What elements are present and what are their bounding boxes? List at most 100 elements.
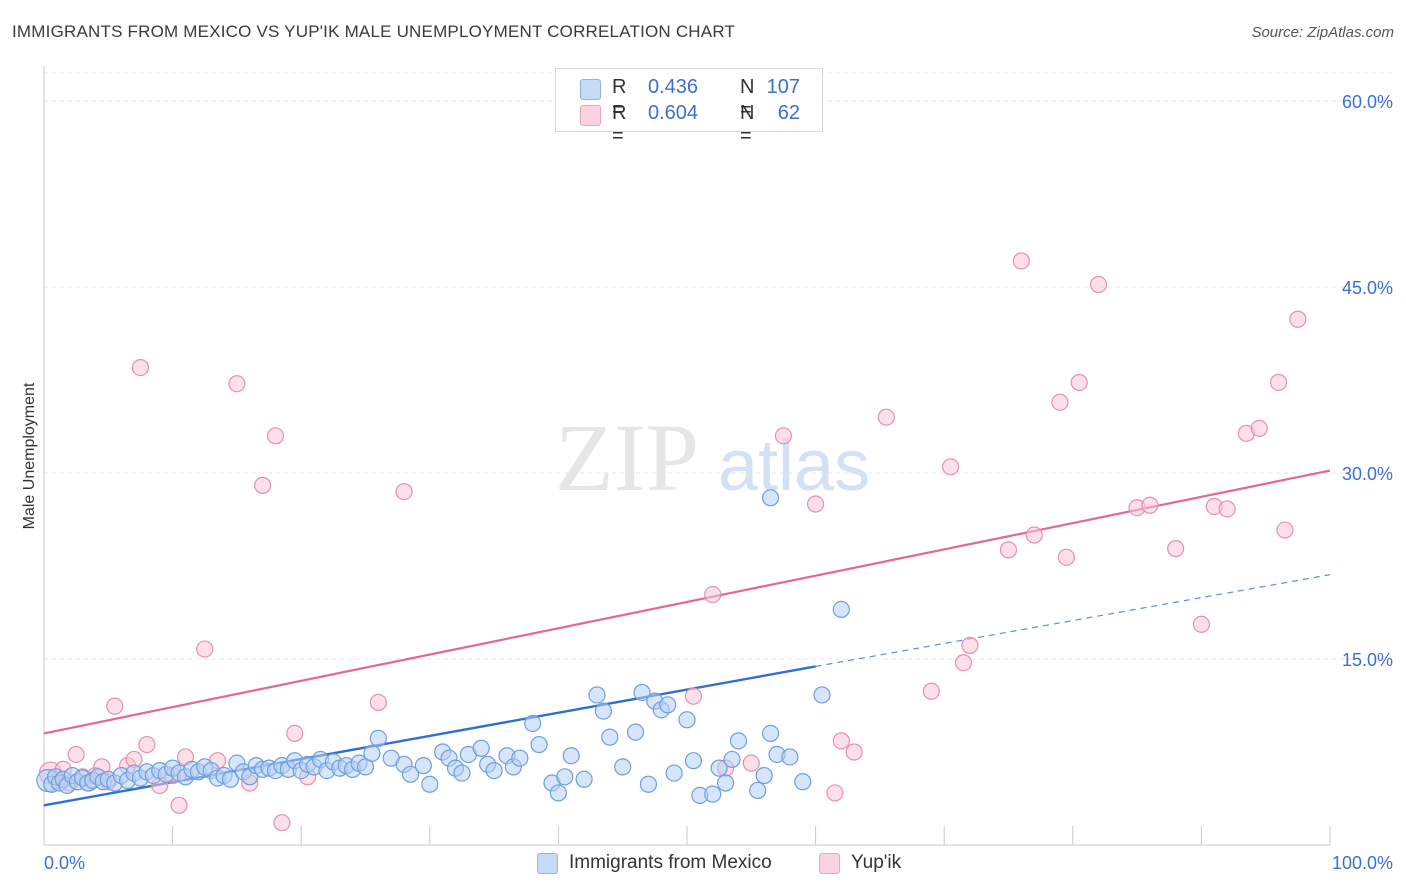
point-yupik [806,495,825,513]
legend-n-value: 107 [766,76,800,98]
point-yupik [286,724,304,743]
point-mexico [363,744,381,762]
point-mexico [530,735,548,754]
point-yupik [845,743,863,761]
point-yupik [742,754,760,772]
tick-labels: 15.0% 30.0% 45.0% 60.0% 0.0% 100.0% [44,92,1393,873]
legend-label-yupik: Yup'ik [851,852,902,873]
point-mexico [614,758,632,776]
legend-n-label: N = [740,76,755,121]
trendline-yupik [43,469,1331,735]
point-yupik [826,784,844,802]
series-legend: Immigrants from Mexico Yup'ik [537,852,937,876]
watermark-zip: ZIP [555,404,699,511]
y-tick-label: 45.0% [1342,278,1393,298]
point-yupik [922,682,940,700]
point-yupik [942,458,960,476]
trendline-mexico-extension [815,574,1331,668]
x-tick-label: 0.0% [44,853,85,873]
point-yupik [684,687,703,705]
point-mexico [472,739,490,757]
point-yupik [369,693,387,712]
point-mexico [369,729,387,747]
legend-r-value: 0.604 [648,102,699,124]
point-yupik [774,427,793,445]
point-yupik [138,735,156,754]
chart-title: IMMIGRANTS FROM MEXICO VS YUP'IK MALE UN… [12,22,736,41]
point-mexico [221,770,240,788]
point-yupik [1192,615,1211,633]
y-tick-label: 30.0% [1342,464,1393,484]
point-yupik [106,697,124,715]
point-yupik [273,814,291,832]
point-mexico [639,775,658,793]
point-mexico [832,600,850,619]
point-mexico [761,724,780,743]
point-mexico [524,714,542,733]
point-yupik [999,541,1018,559]
point-mexico [601,728,619,746]
zipatlas-watermark: ZIP atlas [555,404,870,511]
point-yupik [1167,540,1185,558]
point-yupik [1012,252,1030,270]
point-mexico [594,702,613,720]
legend-n-label: N = [740,102,755,147]
point-yupik [832,732,850,750]
point-yupik [1051,393,1069,411]
legend-swatch-yupik [580,105,601,126]
point-mexico [678,711,696,729]
point-yupik [67,745,85,764]
point-yupik [131,359,150,377]
point-yupik [1250,419,1268,437]
point-mexico [665,764,683,782]
point-mexico [511,749,529,767]
point-yupik [1057,548,1075,566]
point-mexico [755,766,773,785]
point-mexico [401,765,420,783]
point-mexico [485,761,503,780]
point-mexico [781,748,799,766]
point-yupik [395,483,413,501]
points-mexico [36,489,850,805]
point-mexico [588,686,606,704]
source-label: Source: ZipAtlas.com [1251,24,1394,41]
point-yupik [254,476,272,494]
point-mexico [633,683,651,702]
legend-r-value: 0.436 [648,76,699,98]
points-yupik [38,252,1307,832]
point-mexico [813,686,831,704]
point-yupik [1218,500,1236,518]
point-yupik [228,375,246,393]
legend-swatch-yupik [819,853,840,874]
point-yupik [954,654,973,672]
axes [43,66,1331,846]
point-mexico [761,489,780,507]
point-mexico [704,785,722,803]
point-mexico [626,723,645,741]
point-mexico [562,747,580,765]
y-tick-label: 15.0% [1342,650,1393,670]
point-yupik [266,427,285,445]
point-yupik [170,796,188,814]
point-mexico [549,784,568,802]
point-mexico [659,696,677,714]
point-mexico [794,773,812,791]
correlation-legend: R = 0.436 N = 107 R = 0.604 N = 62 [555,68,823,147]
point-yupik [1070,373,1088,392]
point-mexico [684,752,703,770]
point-mexico [723,750,741,769]
point-yupik [1289,310,1307,328]
point-mexico [556,768,574,786]
point-mexico [749,781,767,800]
y-axis-label: Male Unemployment [21,382,38,529]
point-yupik [961,636,979,654]
watermark-atlas: atlas [718,426,870,506]
y-tick-label: 60.0% [1342,92,1393,112]
point-mexico [453,764,471,782]
point-yupik [1141,496,1159,514]
legend-r-label: R = [612,76,627,121]
x-tick-label: 100.0% [1332,853,1393,873]
point-yupik [1089,275,1108,294]
point-yupik [1269,373,1288,392]
